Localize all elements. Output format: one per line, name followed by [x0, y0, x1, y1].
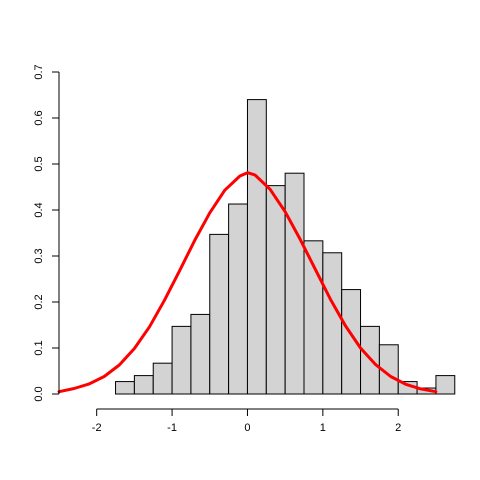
histogram-bar-7 [246, 99, 267, 395]
histogram-bar-4 [190, 313, 211, 395]
y-tick-label-5: 0.5 [33, 156, 45, 171]
y-tick-label-2: 0.2 [33, 294, 45, 309]
y-tick-label-4: 0.4 [33, 202, 45, 217]
y-tick-label-1: 0.1 [33, 340, 45, 355]
y-tick-label-3: 0.3 [33, 248, 45, 263]
histogram-bar-3 [171, 325, 192, 395]
histogram-bar-1 [133, 375, 154, 395]
x-tick-label-1: -1 [167, 422, 177, 434]
histogram-bar-5 [209, 233, 230, 395]
y-tick-label-6: 0.6 [33, 110, 45, 125]
x-tick-label-2: 0 [244, 422, 250, 434]
x-tick-label-3: 1 [320, 422, 326, 434]
histogram-bar-2 [152, 362, 173, 395]
histogram-bar-6 [228, 203, 248, 395]
y-axis: 0.0 0.1 0.2 0.3 0.4 0.5 0.6 0.7 [33, 64, 60, 402]
histogram-bars [115, 99, 456, 395]
y-tick-label-7: 0.7 [33, 64, 45, 79]
x-axis: -2 -1 0 1 2 [92, 408, 401, 434]
x-tick-label-4: 2 [395, 422, 401, 434]
histogram-bar-9 [284, 172, 305, 395]
density-curve [57, 171, 438, 394]
histogram-bar-8 [265, 185, 286, 395]
x-tick-label-0: -2 [92, 422, 102, 434]
histogram-bar-0 [115, 381, 135, 395]
histogram-bar-17 [435, 375, 456, 395]
y-tick-label-0: 0.0 [33, 386, 45, 401]
histogram-bar-11 [322, 252, 343, 395]
density-curve-layer [57, 171, 438, 394]
